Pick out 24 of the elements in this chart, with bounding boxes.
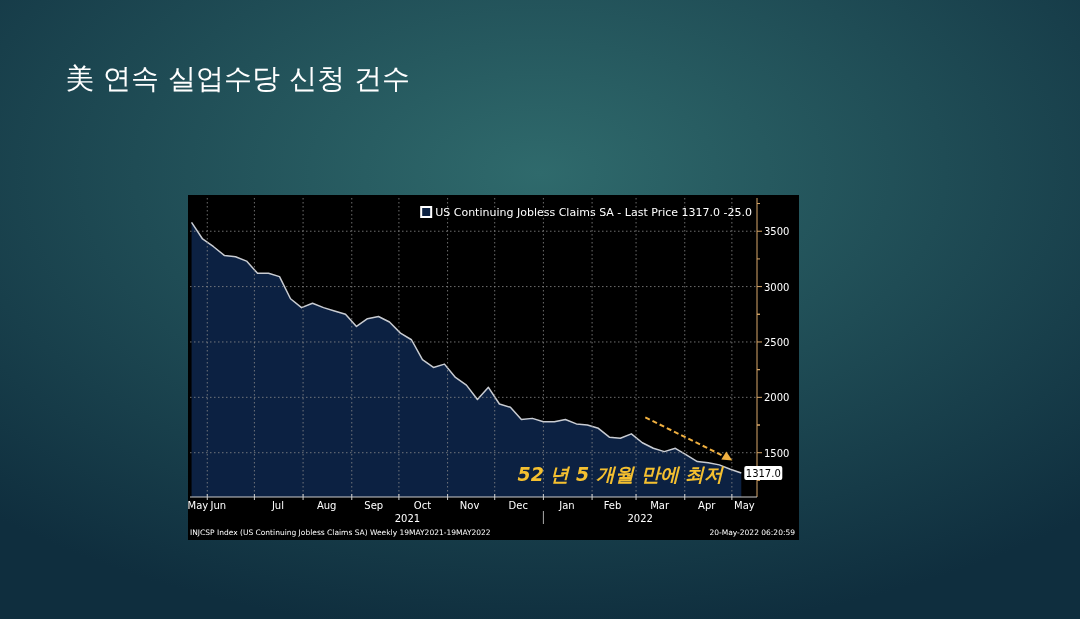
text: 2022: [627, 513, 653, 524]
annotation: 52 년 5 개월 만에 최저: [517, 463, 726, 486]
y-tick-label: 1500: [764, 447, 790, 459]
y-tick-label: 3500: [764, 226, 790, 238]
x-tick-label: Feb: [603, 500, 622, 511]
x-tick-label: Mar: [650, 500, 670, 511]
x-tick-label: Oct: [413, 500, 432, 511]
y-tick-label: 3000: [764, 281, 790, 293]
x-tick-label: Apr: [698, 500, 717, 511]
x-tick-label: Jul: [270, 500, 284, 511]
chart-title: 美 연속 실업수당 신청 건수: [66, 62, 410, 95]
x-tick-label: Dec: [508, 500, 528, 511]
x-tick-label: Jan: [558, 500, 575, 511]
legend-label: US Continuing Jobless Claims SA - Last Price 1317.0 -25.0: [435, 206, 752, 219]
x-tick-label: May: [187, 500, 209, 511]
data-label: 1317.0: [745, 467, 781, 479]
x-tick-label: Sep: [364, 500, 384, 511]
x-tick-label: Aug: [316, 500, 337, 511]
x-tick-label: Jun: [209, 500, 227, 511]
y-tick-label: 2000: [764, 392, 790, 404]
text: 2021: [394, 513, 421, 524]
x-tick-label: May: [734, 500, 755, 511]
y-tick-label: 2500: [764, 336, 790, 348]
x-tick-label: Nov: [459, 500, 480, 511]
